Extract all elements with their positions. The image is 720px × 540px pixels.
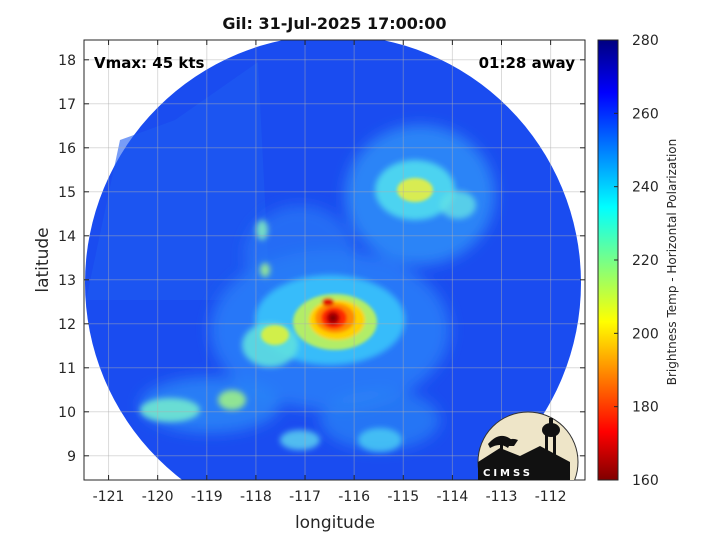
y-axis-label: latitude [33,227,53,292]
eyewall-convection [261,178,433,350]
y-tick-label: 12 [58,317,76,333]
plot-title: Gil: 31-Jul-2025 17:00:00 [222,14,447,33]
y-tick-label: 9 [67,449,76,465]
x-tick-label: -113 [486,489,518,505]
brightness-temp-swath [85,40,581,480]
cimss-logo: CIMSS [477,411,579,480]
y-tick-label: 11 [58,361,76,377]
time-away-annotation: 01:28 away [479,54,576,72]
x-tick-label: -120 [142,489,174,505]
colorbar-tick-label: 180 [632,400,659,416]
colorbar-label: Brightness Temp - Horizontal Polarizatio… [665,139,679,386]
x-tick-label: -119 [191,489,223,505]
scan-segment-west [86,62,270,300]
y-tick-label: 15 [58,185,76,201]
x-tick-label: -118 [240,489,272,505]
colorbar-tick-label: 280 [632,33,659,49]
vmax-annotation: Vmax: 45 kts [94,54,204,72]
x-tick-label: -115 [387,489,419,505]
y-tick-label: 16 [58,141,76,157]
x-tick-label: -116 [338,489,370,505]
colorbar-tick-label: 260 [632,106,659,122]
y-tick-label: 10 [58,405,76,421]
colorbar-tick-label: 220 [632,253,659,269]
y-axis: 9 10 11 12 13 14 15 16 17 18 [58,53,585,465]
y-tick-label: 18 [58,53,76,69]
colorbar-tick-label: 160 [632,473,659,489]
logo-text: CIMSS [483,468,533,479]
x-axis-label: longitude [295,513,375,533]
colorbar-tick-label: 200 [632,326,659,342]
colorbar-ticks: 280 260 240 220 200 180 160 [614,33,659,489]
x-tick-label: -121 [93,489,125,505]
y-tick-label: 17 [58,97,76,113]
x-tick-label: -114 [436,489,468,505]
x-tick-label: -117 [289,489,321,505]
x-tick-label: -112 [535,489,567,505]
axes-frame [83,39,586,481]
y-tick-label: 13 [58,273,76,289]
y-tick-label: 14 [58,229,76,245]
x-axis: -121 -120 -119 -118 -117 -116 -115 -114 -113 -112 [93,40,567,505]
colorbar-tick-label: 240 [632,180,659,196]
grid-lines [84,40,585,480]
